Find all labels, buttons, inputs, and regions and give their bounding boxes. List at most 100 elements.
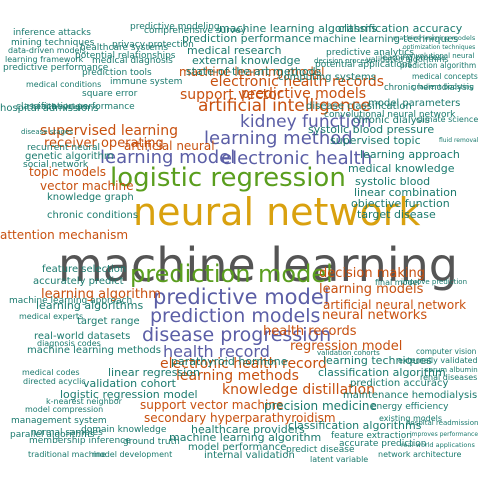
cloud-word: diagnosis codes	[37, 339, 101, 348]
cloud-word: decision making	[319, 266, 425, 281]
cloud-word: medical concepts	[412, 72, 478, 81]
cloud-word: computing systems	[278, 72, 376, 83]
cloud-word: square error	[82, 89, 138, 99]
cloud-word: hospital readmission	[406, 419, 479, 427]
cloud-word: objective function	[351, 197, 450, 210]
cloud-word: artificial intelligence	[198, 96, 371, 116]
cloud-word: management system	[11, 416, 107, 426]
cloud-word: ground truth	[123, 437, 180, 447]
cloud-word: support vector	[180, 87, 283, 103]
cloud-word: chronic hemodialysis	[384, 83, 474, 93]
cloud-word: linear regression	[108, 366, 200, 379]
cloud-word: systolic blood	[355, 175, 431, 188]
cloud-word: disease stages	[21, 128, 73, 136]
cloud-word: improves performance	[410, 431, 479, 438]
cloud-word: decision process	[314, 57, 372, 65]
cloud-word: learning framework	[5, 55, 84, 64]
cloud-word: data-driven models	[8, 46, 86, 55]
cloud-word: comprehensive survey	[144, 26, 247, 36]
cloud-word: genetic algorithm	[25, 151, 114, 162]
cloud-word: energy efficiency	[371, 402, 449, 412]
cloud-word: final model	[375, 278, 420, 287]
cloud-word: maintenance hemodialysis	[343, 390, 478, 401]
cloud-word: medical codes	[22, 368, 80, 377]
cloud-word: traditional machine	[28, 450, 106, 459]
cloud-word: healthcare providers	[191, 423, 305, 436]
cloud-word: topic models	[29, 165, 107, 179]
cloud-word: improve prediction	[401, 278, 468, 286]
cloud-word: serum albumin	[425, 366, 478, 374]
cloud-word: chronic dialysis	[353, 115, 430, 126]
cloud-word: classification performance	[16, 102, 135, 112]
cloud-word: support vector machine	[140, 398, 284, 412]
cloud-word: learning process	[380, 53, 446, 62]
cloud-word: recurrent neural	[27, 143, 101, 153]
cloud-word: parallel algorithms	[10, 430, 95, 440]
cloud-word: k-nearest neighbor	[46, 397, 122, 406]
cloud-word: target disease	[357, 208, 436, 221]
cloud-word: learning models	[319, 282, 424, 297]
cloud-word: secondary hyperparathyroidism	[144, 411, 336, 425]
cloud-word: machine learning approach	[9, 296, 133, 306]
cloud-word: accurate prediction	[339, 439, 427, 449]
cloud-word: model parameters	[368, 98, 461, 109]
cloud-word: fluid removal	[439, 137, 479, 144]
cloud-word: prediction algorithm	[400, 61, 477, 70]
cloud-word: regression model	[290, 339, 403, 354]
cloud-word: machine learning	[58, 238, 458, 292]
cloud-word: disease classification	[306, 101, 412, 112]
cloud-word: medical research	[187, 44, 282, 57]
cloud-word: existing models	[379, 414, 443, 423]
cloud-word: prediction performance	[182, 32, 312, 45]
cloud-word: accurately predict	[33, 276, 124, 287]
cloud-word: inference attacks	[13, 28, 91, 38]
cloud-word: neural networks	[322, 308, 428, 323]
cloud-word: neural network	[133, 190, 421, 234]
cloud-word: model performance	[188, 442, 287, 453]
cloud-word: climate science	[416, 115, 479, 124]
cloud-word: validation cohorts	[317, 349, 380, 357]
cloud-word: learning model	[100, 147, 236, 168]
cloud-word: mining techniques	[11, 38, 95, 48]
cloud-word: latent variable	[310, 455, 369, 464]
cloud-word: classification accuracy	[338, 22, 463, 35]
cloud-word: machine learning algorithms	[219, 22, 377, 35]
cloud-word: predict disease	[286, 445, 355, 455]
cloud-word: supervised topic	[330, 134, 421, 147]
cloud-word: state-of-the-art methods	[186, 65, 322, 78]
cloud-word: linear combination	[354, 186, 457, 199]
cloud-word: healthcare systems	[80, 43, 169, 53]
cloud-word: potential applications	[315, 60, 413, 70]
cloud-word: hospital admissions	[0, 103, 99, 114]
cloud-word: predictive modeling	[130, 22, 220, 32]
cloud-word: knowledge distillation	[222, 382, 375, 398]
cloud-word: classification algorithm	[318, 366, 446, 379]
cloud-word: gradient boosting	[412, 83, 474, 91]
cloud-word: electronic health	[221, 148, 373, 169]
cloud-word: prediction accuracy	[350, 378, 449, 389]
cloud-word: learning method	[204, 128, 353, 149]
cloud-word: real-world datasets	[34, 331, 131, 342]
cloud-word: renal diseases	[420, 373, 478, 382]
cloud-word: vector machine	[40, 179, 134, 193]
cloud-word: artificial neural network	[323, 298, 467, 312]
cloud-word: parathyroid hormone	[171, 355, 288, 368]
cloud-word: feature extraction	[331, 431, 412, 441]
cloud-word: predictive models	[241, 86, 367, 102]
cloud-word: target range	[77, 316, 140, 327]
cloud-word: medical experts	[19, 312, 84, 321]
cloud-word: health system	[31, 102, 88, 111]
cloud-word: health record	[163, 342, 270, 361]
cloud-word: learning approach	[360, 148, 460, 161]
cloud-word: machine learning techniques	[313, 34, 459, 45]
cloud-word: externally validated	[398, 356, 478, 365]
cloud-word: chronic conditions	[47, 210, 139, 221]
cloud-word: validated algorithms	[366, 55, 449, 64]
cloud-word: predictive performance	[3, 63, 109, 73]
cloud-word: learning algorithms	[36, 299, 144, 312]
cloud-word: electronic health record	[160, 356, 327, 372]
cloud-word: prediction models	[150, 305, 321, 327]
cloud-word: medical diagnosis	[92, 56, 173, 66]
cloud-word: convolutional neural network	[324, 110, 456, 120]
